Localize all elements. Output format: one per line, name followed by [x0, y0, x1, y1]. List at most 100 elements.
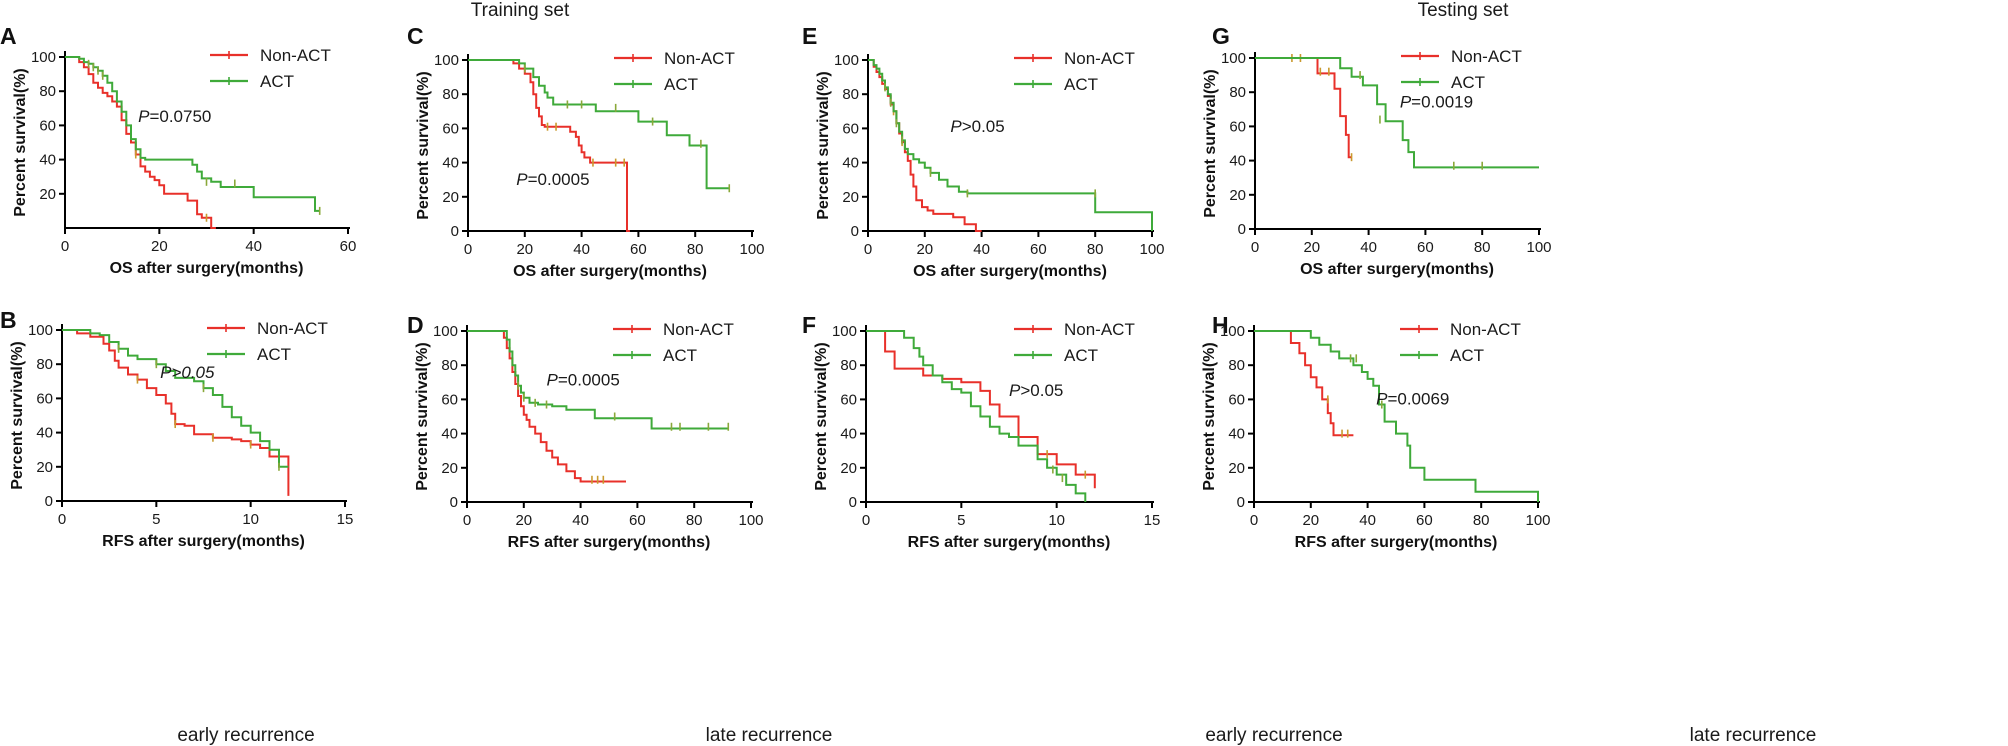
y-tick-label-g: 60 — [1229, 118, 1246, 135]
x-axis-title-b: RFS after surgery(months) — [102, 533, 305, 550]
legend-label-non-act-a: Non-ACT — [260, 46, 331, 65]
y-tick-label-d: 40 — [441, 426, 458, 443]
y-tick-label-c: 0 — [451, 223, 459, 240]
y-tick-label-c: 20 — [442, 189, 459, 206]
p-symbol: P — [516, 170, 528, 189]
panel-label-h: H — [1212, 312, 1229, 338]
p-value-g: P=0.0019 — [1400, 93, 1473, 112]
y-tick-label-a: 80 — [39, 83, 56, 100]
y-tick-label-f: 100 — [832, 323, 857, 340]
p-symbol: P — [138, 107, 150, 126]
y-tick-label-e: 0 — [851, 223, 859, 240]
legend-label-act-g: ACT — [1451, 73, 1485, 92]
x-tick-label-d: 20 — [515, 512, 532, 529]
x-tick-label-b: 10 — [242, 511, 259, 528]
y-axis-title-f: Percent survival(%) — [813, 342, 830, 491]
x-tick-label-c: 20 — [516, 241, 533, 258]
curve-act-b — [62, 329, 289, 468]
p-value-e: P>0.05 — [950, 117, 1004, 136]
legend-label-act-h: ACT — [1450, 346, 1484, 365]
p-symbol: P — [1400, 93, 1412, 112]
title-testing-set: Testing set — [1418, 0, 1510, 21]
y-tick-label-b: 0 — [45, 493, 53, 510]
y-tick-label-a: 60 — [39, 117, 56, 134]
panel-g: G 0 20 40 60 80 100 0 20 40 60 80 100 OS after surger… — [1202, 23, 1552, 278]
y-tick-label-f: 80 — [840, 357, 857, 374]
y-tick-label-e: 100 — [834, 52, 859, 69]
legend-label-act-a: ACT — [260, 72, 294, 91]
y-tick-label-h: 0 — [1237, 494, 1245, 511]
y-tick-label-f: 0 — [849, 494, 857, 511]
y-tick-label-b: 60 — [36, 390, 53, 407]
legend-label-act-f: ACT — [1064, 346, 1098, 365]
y-tick-label-g: 80 — [1229, 84, 1246, 101]
panel-f: F 0 20 40 60 80 100 0 5 10 15 RFS after surgery(mon… — [802, 312, 1160, 551]
title-training-set: Training set — [471, 0, 570, 21]
y-tick-label-h: 20 — [1228, 460, 1245, 477]
y-tick-label-h: 80 — [1228, 357, 1245, 374]
y-tick-label-e: 60 — [842, 120, 859, 137]
x-tick-label-h: 60 — [1416, 512, 1433, 529]
x-tick-label-c: 100 — [739, 241, 764, 258]
x-tick-label-e: 100 — [1139, 241, 1164, 258]
x-tick-label-a: 40 — [245, 238, 262, 255]
p-symbol: P — [547, 371, 559, 390]
y-axis-title-h: Percent survival(%) — [1201, 342, 1218, 491]
x-tick-label-e: 0 — [864, 241, 872, 258]
panel-label-f: F — [802, 312, 816, 338]
y-axis-title-e: Percent survival(%) — [815, 71, 832, 220]
y-tick-label-e: 80 — [842, 86, 859, 103]
x-tick-label-a: 0 — [61, 238, 69, 255]
panel-label-c: C — [407, 23, 424, 49]
x-tick-label-e: 60 — [1030, 241, 1047, 258]
panel-a: A 20 40 60 80 100 0 20 40 60 OS after surgery(mont… — [0, 23, 356, 277]
p-value-b: P>0.05 — [160, 363, 215, 382]
legend-label-non-act-h: Non-ACT — [1450, 320, 1521, 339]
y-tick-label-d: 100 — [433, 323, 458, 340]
p-symbol: P — [1376, 390, 1388, 409]
x-tick-label-a: 60 — [340, 238, 357, 255]
panel-label-a: A — [0, 23, 17, 49]
y-tick-label-c: 40 — [442, 155, 459, 172]
x-tick-label-g: 40 — [1360, 239, 1377, 256]
x-tick-label-h: 80 — [1473, 512, 1490, 529]
panel-c: C 0 20 40 60 80 100 0 20 40 60 80 100 OS after surger… — [407, 23, 765, 280]
caption-early-recurrence-1: early recurrence — [177, 725, 314, 746]
panel-label-d: D — [407, 312, 424, 338]
x-tick-label-e: 80 — [1087, 241, 1104, 258]
y-tick-label-a: 100 — [31, 49, 56, 66]
y-tick-label-h: 100 — [1220, 323, 1245, 340]
p-value-h: P=0.0069 — [1376, 390, 1449, 409]
x-tick-label-h: 20 — [1302, 512, 1319, 529]
y-tick-label-c: 100 — [434, 52, 459, 69]
p-value-text: >0.05 — [1020, 381, 1063, 400]
x-tick-label-f: 5 — [957, 512, 965, 529]
panel-label-g: G — [1212, 23, 1230, 49]
legend-label-non-act-e: Non-ACT — [1064, 49, 1135, 68]
p-value-f: P>0.05 — [1009, 381, 1063, 400]
x-tick-label-c: 60 — [630, 241, 647, 258]
curve-act-g — [1255, 57, 1539, 169]
y-axis-title-d: Percent survival(%) — [414, 342, 431, 491]
x-tick-label-g: 60 — [1417, 239, 1434, 256]
panel-label-e: E — [802, 23, 817, 49]
x-tick-label-f: 15 — [1144, 512, 1161, 529]
x-axis-title-g: OS after surgery(months) — [1300, 261, 1494, 278]
y-tick-label-e: 20 — [842, 189, 859, 206]
y-tick-label-a: 20 — [39, 186, 56, 203]
x-tick-label-e: 40 — [973, 241, 990, 258]
x-tick-label-h: 40 — [1359, 512, 1376, 529]
y-tick-label-b: 40 — [36, 425, 53, 442]
x-tick-label-g: 20 — [1303, 239, 1320, 256]
y-tick-label-f: 40 — [840, 426, 857, 443]
panel-label-b: B — [0, 307, 17, 333]
y-tick-label-c: 80 — [442, 86, 459, 103]
legend-label-non-act-c: Non-ACT — [664, 49, 735, 68]
x-tick-label-b: 0 — [58, 511, 66, 528]
legend-label-act-c: ACT — [664, 75, 698, 94]
curve-act-e — [868, 59, 1153, 231]
x-tick-label-b: 5 — [152, 511, 160, 528]
y-tick-label-g: 100 — [1221, 50, 1246, 67]
y-tick-label-g: 20 — [1229, 187, 1246, 204]
